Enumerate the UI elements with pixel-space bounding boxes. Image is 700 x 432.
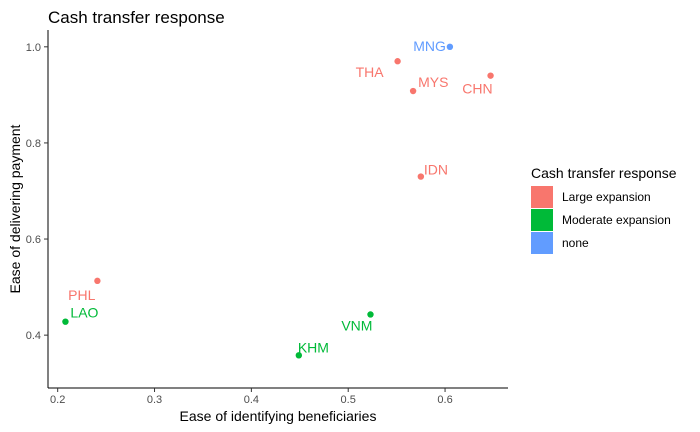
data-point: [62, 318, 69, 325]
point-label: MNG: [413, 38, 446, 54]
point-label: IDN: [424, 162, 448, 178]
y-tick-label: 0.6: [26, 234, 41, 246]
point-label: MYS: [418, 74, 448, 90]
x-tick-label: 0.5: [341, 394, 356, 406]
y-axis-title: Ease of delivering payment: [7, 124, 23, 293]
y-tick-label: 0.4: [26, 330, 41, 342]
data-point: [295, 352, 303, 359]
x-tick-label: 0.4: [244, 394, 259, 406]
point-label: THA: [356, 64, 385, 80]
point-label: LAO: [70, 305, 98, 321]
legend-key: [531, 186, 553, 208]
legend-label: Moderate expansion: [562, 213, 671, 227]
y-tick-label: 1.0: [26, 42, 41, 54]
data-point: [394, 58, 401, 65]
point-label: KHM: [298, 339, 329, 355]
legend-label: Large expansion: [562, 190, 651, 204]
data-points: [62, 43, 494, 359]
point-label: CHN: [462, 81, 492, 97]
data-point: [94, 277, 101, 285]
point-label: PHL: [68, 287, 95, 303]
legend-key: [531, 209, 553, 231]
point-label: VNM: [341, 317, 372, 333]
legend: Cash transfer response Large expansion Mo…: [531, 165, 677, 254]
x-axis-title: Ease of identifying beneficiaries: [180, 408, 377, 424]
legend-label: none: [562, 236, 589, 250]
chart-title: Cash transfer response: [48, 8, 225, 27]
legend-key: [531, 232, 553, 254]
legend-title: Cash transfer response: [531, 165, 677, 181]
point-labels: THA MNG MYS CHN IDN PHL LAO VNM KHM: [68, 38, 492, 356]
data-point: [487, 72, 494, 79]
x-tick-label: 0.2: [50, 394, 65, 406]
data-point: [367, 311, 374, 318]
x-tick-label: 0.6: [437, 394, 452, 406]
data-point: [417, 173, 425, 180]
x-tick-label: 0.3: [147, 394, 162, 406]
data-point: [409, 87, 417, 95]
y-tick-label: 0.8: [26, 138, 41, 150]
axes: 0.2 0.3 0.4 0.5 0.6 0.4 0.6 0.8 1.0: [26, 30, 508, 406]
data-point: [446, 43, 454, 51]
